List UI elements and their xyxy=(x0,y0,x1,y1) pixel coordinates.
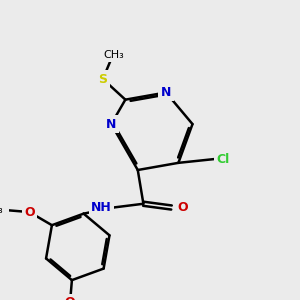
Text: N: N xyxy=(106,118,116,130)
Text: O: O xyxy=(24,206,35,219)
Text: CH₃: CH₃ xyxy=(0,205,3,215)
Text: CH₃: CH₃ xyxy=(104,50,124,60)
Text: NH: NH xyxy=(91,201,112,214)
Text: Cl: Cl xyxy=(216,153,229,166)
Text: S: S xyxy=(98,73,107,85)
Text: O: O xyxy=(65,296,75,300)
Text: O: O xyxy=(177,201,188,214)
Text: N: N xyxy=(161,86,171,99)
